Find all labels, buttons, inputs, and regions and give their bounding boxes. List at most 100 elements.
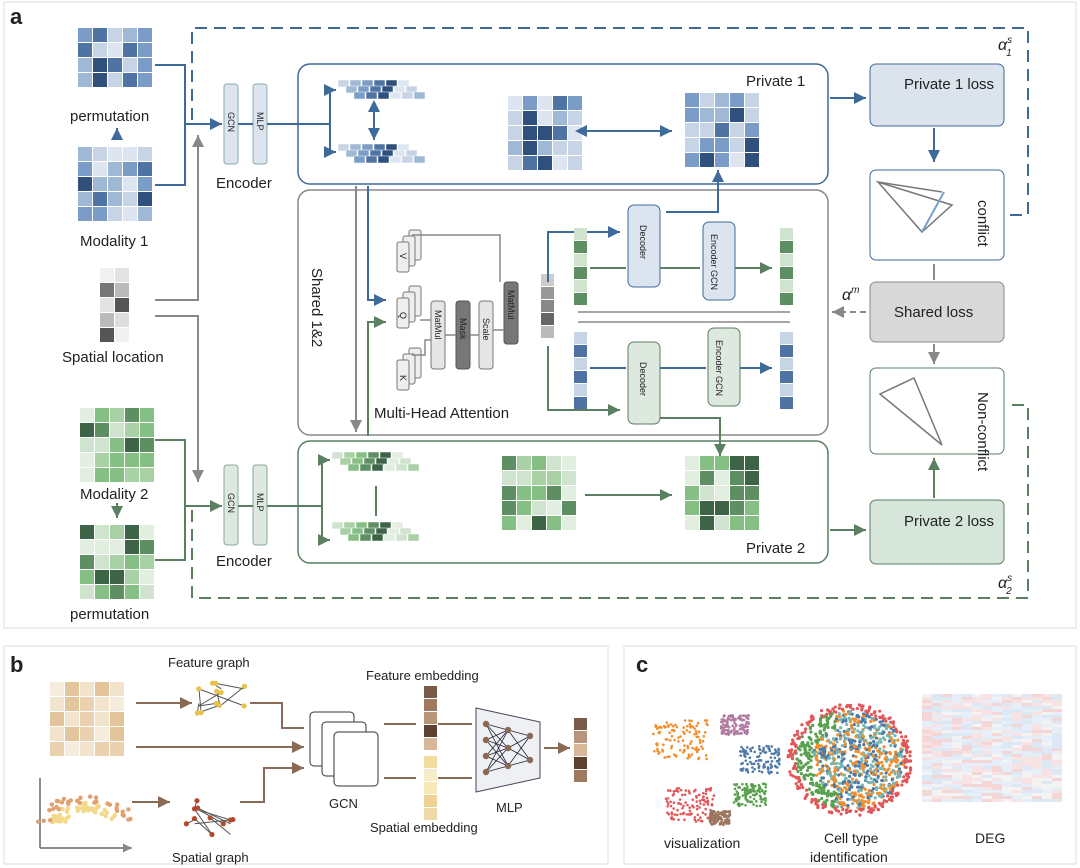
cell-point [830,748,834,752]
feature-matrix-cell [65,727,79,741]
cell-point [876,774,880,779]
umap-point [669,789,672,793]
deg-cell [1022,733,1032,736]
deg-cell [1042,778,1052,781]
deg-cell [972,769,982,772]
deg-cell [1052,793,1062,796]
umap-point [744,768,748,772]
umap-point [683,793,687,796]
private-2-a-cell [517,456,531,470]
deg-cell [1032,787,1042,790]
deg-cell [952,751,962,754]
deg-cell [1042,718,1052,721]
permutation-1-cell [138,43,152,57]
deg-cell [992,736,1002,739]
deg-cell [962,709,972,712]
deg-cell [962,760,972,763]
feature-matrix-cell [80,712,94,726]
shared-blue-2-cell [780,332,793,344]
private-2-a-cell [517,516,531,530]
cell-point [820,788,824,792]
modality-2-cell [80,453,94,467]
cell-point [906,745,910,749]
cell-point [847,779,851,783]
cell-point [797,779,801,784]
umap-point [672,801,676,805]
cell-point [821,802,825,807]
decoder-1-to-private-1-arrow [666,170,724,213]
umap-point [692,790,696,793]
umap-point [753,790,756,793]
cell-point [840,707,845,711]
panel-label-a: a [10,4,23,29]
cell-point [791,766,795,771]
cell-point [896,764,900,768]
cell-point [788,770,792,774]
umap-point [747,714,750,717]
cell-point [866,769,870,773]
deg-cell [942,715,952,718]
umap-point [702,803,706,806]
deg-cell [1042,793,1052,796]
umap-point [746,785,749,788]
umap-point [666,755,669,759]
deg-cell [942,793,952,796]
cell-point [876,808,881,812]
mlp-node [504,726,512,734]
deg-cell [1002,778,1012,781]
umap-point [730,718,733,722]
umap-point [720,818,724,821]
deg-cell [922,754,932,757]
cell-point [819,779,823,783]
umap-point [751,793,755,797]
cell-point [811,783,815,787]
deg-cell [992,700,1002,703]
umap-point [726,725,730,729]
cell-point [830,712,834,716]
private-1-a-cell [508,156,522,170]
deg-cell [1042,730,1052,733]
cell-point [814,745,818,749]
modality-2-cell [95,453,109,467]
deg-cell [1052,754,1062,757]
encoder-gcn-1-block [702,221,736,301]
deg-cell [952,793,962,796]
deg-cell [922,781,932,784]
k-layer [396,359,410,391]
attention-cell [541,313,554,325]
deg-cell [962,763,972,766]
deg-cell [1012,781,1022,784]
spatial-location-cell [100,313,114,327]
umap-point [709,786,713,790]
umap-point [675,725,679,729]
deg-cell [962,721,972,724]
permutation-2-cell [110,540,124,554]
deg-cell [1032,709,1042,712]
deg-cell [962,751,972,754]
permutation-2-cell [80,555,94,569]
umap-point [695,800,699,803]
deg-cell [1022,793,1032,796]
deg-cell [922,790,932,793]
deg-cell [1022,739,1032,742]
umap-point [747,722,751,725]
umap-point [700,745,703,748]
deg-cell [1012,775,1022,778]
mlp-2-label: MLP [255,493,265,512]
umap-point [652,732,655,736]
umap-point [736,729,739,733]
deg-cell [922,718,932,721]
cell-point [893,734,897,738]
deg-cell [922,769,932,772]
modality-1-cell [78,192,92,206]
deg-cell [1052,694,1062,697]
cell-point [796,746,800,750]
cell-point [881,714,885,718]
private-2-a-cell [532,516,546,530]
output-embedding-column [574,718,587,782]
private-2-a-cell [502,456,516,470]
modality-1-cell [93,177,107,191]
deg-cell [992,754,1002,757]
cell-point [900,783,904,787]
cell-point [864,754,868,758]
